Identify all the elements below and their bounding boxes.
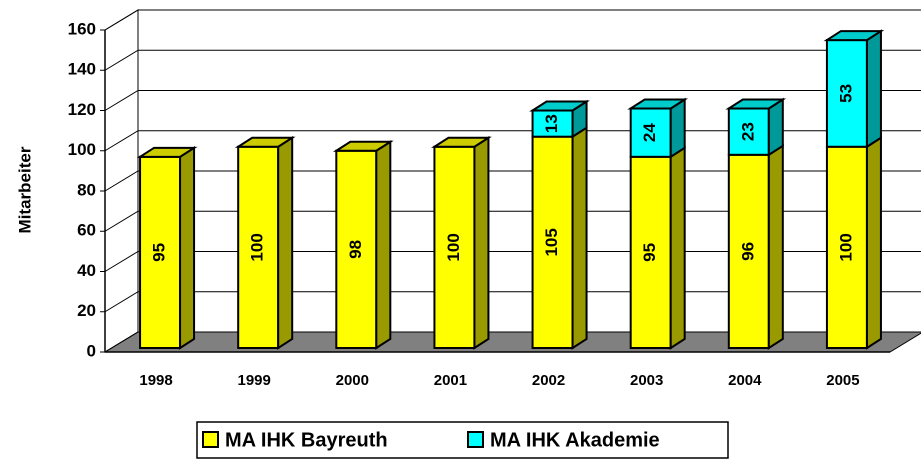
x-tick-label: 2000 [336, 372, 369, 389]
x-tick-label: 2005 [826, 372, 859, 389]
y-tick-label: 160 [68, 19, 96, 38]
x-tick-label: 2001 [434, 372, 467, 389]
value-label: 105 [542, 228, 561, 256]
y-tick-label: 100 [68, 140, 96, 159]
value-label: 13 [542, 114, 561, 133]
y-tick-label: 60 [77, 221, 96, 240]
x-tick-label: 2004 [728, 372, 762, 389]
legend-swatch [467, 431, 484, 448]
value-label: 24 [640, 123, 659, 142]
bar-segment [531, 125, 588, 350]
value-label: 23 [738, 122, 757, 141]
value-label: 100 [444, 233, 463, 261]
bar-top [725, 98, 787, 110]
bar-top [136, 146, 198, 158]
bar-segment [629, 145, 686, 350]
value-label: 53 [836, 84, 855, 103]
x-tick-label: 1999 [238, 372, 271, 389]
bar-front [825, 39, 868, 148]
bar-top [332, 140, 394, 152]
bar-top [431, 136, 492, 148]
x-tick-label: 2003 [630, 372, 663, 389]
bar-segment [627, 97, 689, 159]
y-tick-label: 0 [87, 341, 96, 360]
legend-label: MA IHK Akademie [490, 429, 660, 451]
value-label: 96 [738, 242, 757, 261]
bar-front [139, 155, 182, 349]
bar-top [529, 100, 590, 112]
bar-segment [234, 135, 296, 350]
grid-line [104, 90, 921, 111]
grid-line [104, 9, 921, 31]
bar-front [727, 153, 770, 349]
bar-segment [727, 143, 784, 350]
floor [103, 331, 921, 353]
bar-side [473, 135, 490, 350]
bar-side [277, 135, 294, 350]
bar-top [234, 136, 296, 148]
bar-segment [332, 139, 394, 350]
bar-segment [136, 145, 198, 350]
value-label: 95 [150, 243, 169, 262]
bar-segment [725, 97, 787, 157]
y-axis-label: Mitarbeiter [15, 146, 34, 233]
value-label: 100 [836, 233, 855, 261]
bar-front [531, 109, 574, 138]
y-tick-label: 120 [68, 100, 96, 119]
value-label: 98 [346, 240, 365, 259]
y-tick-label: 20 [77, 301, 96, 320]
bar-front [433, 145, 476, 349]
bar-side [571, 125, 588, 350]
bar-front [825, 145, 868, 349]
x-tick-label: 1998 [139, 372, 172, 389]
bar-segment [529, 99, 590, 139]
bar-side [375, 139, 392, 350]
bar-top [627, 98, 689, 110]
bar-segment [431, 135, 492, 350]
grid-line [104, 49, 921, 71]
bar-segment [825, 135, 882, 350]
bar-front [629, 155, 672, 349]
bar-side [179, 145, 196, 350]
bar-side [767, 143, 784, 350]
legend-swatch [202, 431, 219, 448]
bar-front [237, 145, 280, 349]
bar-top [823, 30, 885, 42]
bar-segment [823, 29, 885, 149]
y-tick-label: 40 [77, 261, 96, 280]
bar-side [865, 29, 882, 149]
value-label: 95 [640, 243, 659, 262]
legend-label: MA IHK Bayreuth [225, 429, 388, 451]
y-tick-label: 80 [77, 180, 96, 199]
y-tick-label: 140 [68, 60, 96, 79]
bar-side [669, 145, 686, 350]
x-tick-label: 2002 [532, 372, 565, 389]
bar-front [531, 135, 574, 349]
value-label: 100 [248, 233, 267, 261]
legend-box [196, 421, 729, 459]
bar-side [865, 135, 882, 350]
